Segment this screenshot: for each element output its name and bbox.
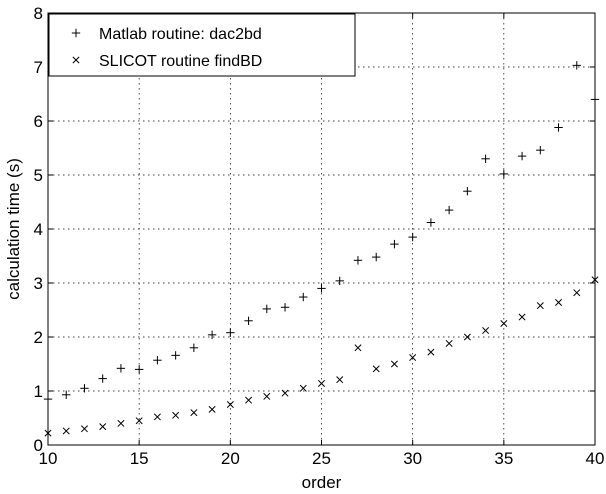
point-plus bbox=[317, 284, 326, 293]
point-plus bbox=[372, 252, 381, 262]
x-tick-label: 30 bbox=[403, 449, 422, 468]
point-plus bbox=[153, 356, 162, 365]
series-0 bbox=[43, 61, 600, 404]
y-tick-label: 4 bbox=[34, 220, 43, 239]
point-plus bbox=[189, 343, 199, 352]
point-plus bbox=[536, 145, 545, 155]
x-tick-label: 40 bbox=[586, 449, 605, 468]
point-cross bbox=[208, 405, 216, 413]
legend-plus-glyph bbox=[71, 28, 81, 38]
point-cross bbox=[573, 289, 581, 297]
point-cross bbox=[135, 417, 143, 425]
point-cross bbox=[409, 354, 417, 362]
point-plus bbox=[244, 316, 253, 325]
point-cross bbox=[117, 419, 125, 427]
y-tick-label: 6 bbox=[34, 112, 43, 131]
point-plus bbox=[262, 304, 271, 314]
y-tick-label: 5 bbox=[34, 166, 43, 185]
point-cross bbox=[354, 344, 362, 352]
point-cross bbox=[317, 379, 326, 387]
x-tick-label: 10 bbox=[39, 449, 58, 468]
y-axis-label: calculation time (s) bbox=[4, 158, 23, 300]
point-plus bbox=[207, 330, 217, 340]
point-plus bbox=[226, 328, 235, 337]
point-plus bbox=[426, 218, 436, 227]
point-plus bbox=[171, 351, 180, 360]
plot-frame bbox=[47, 12, 596, 446]
point-plus bbox=[116, 364, 126, 373]
point-cross bbox=[518, 313, 526, 321]
series-1 bbox=[44, 276, 599, 437]
point-plus bbox=[481, 154, 490, 163]
point-plus bbox=[335, 276, 344, 286]
legend-marker-plus bbox=[71, 28, 81, 38]
point-cross bbox=[372, 365, 380, 373]
point-plus bbox=[517, 151, 527, 161]
legend-entry-matlab: Matlab routine: dac2bd bbox=[99, 26, 262, 43]
x-axis-label: order bbox=[302, 473, 342, 492]
legend-marker-cross bbox=[72, 56, 80, 64]
point-plus bbox=[80, 384, 89, 393]
point-plus bbox=[134, 365, 144, 374]
point-cross bbox=[281, 389, 289, 397]
y-tick-label: 1 bbox=[34, 382, 43, 401]
legend-entry-slicot: SLICOT routine findBD bbox=[99, 53, 262, 70]
y-tick-label: 2 bbox=[34, 328, 43, 347]
point-plus bbox=[98, 374, 107, 383]
point-plus bbox=[463, 187, 472, 196]
point-cross bbox=[99, 423, 107, 431]
point-plus bbox=[572, 61, 581, 70]
data-points bbox=[43, 61, 600, 437]
y-tick-label: 0 bbox=[34, 436, 43, 455]
point-plus bbox=[280, 303, 290, 312]
point-cross bbox=[427, 348, 435, 356]
legend: Matlab routine: dac2bd SLICOT routine fi… bbox=[48, 13, 356, 77]
x-tick-label: 20 bbox=[221, 449, 240, 468]
point-cross bbox=[245, 396, 253, 404]
point-cross bbox=[390, 360, 398, 368]
point-plus bbox=[554, 123, 563, 132]
point-cross bbox=[500, 319, 508, 328]
point-cross bbox=[445, 339, 453, 347]
point-plus bbox=[408, 232, 417, 242]
x-tick-label: 15 bbox=[130, 449, 149, 468]
grid bbox=[48, 13, 595, 445]
point-plus bbox=[62, 390, 71, 399]
point-cross bbox=[226, 400, 234, 409]
x-tick-label: 25 bbox=[312, 449, 331, 468]
tick-labels: 10 15 20 25 30 35 40 0 1 2 3 4 5 6 7 8 bbox=[34, 4, 605, 468]
point-cross bbox=[482, 327, 490, 335]
point-cross bbox=[153, 413, 161, 421]
point-cross bbox=[62, 427, 70, 435]
point-cross bbox=[172, 411, 180, 419]
y-tick-label: 7 bbox=[34, 58, 43, 77]
point-cross bbox=[263, 392, 271, 400]
point-plus bbox=[444, 205, 454, 215]
legend-cross-glyph bbox=[72, 56, 80, 64]
x-tick-label: 35 bbox=[494, 449, 513, 468]
y-tick-label: 8 bbox=[34, 4, 43, 23]
point-plus bbox=[299, 292, 308, 302]
point-cross bbox=[336, 376, 344, 384]
legend-box bbox=[48, 13, 356, 77]
point-cross bbox=[80, 425, 88, 433]
point-cross bbox=[299, 384, 307, 392]
y-tick-label: 3 bbox=[34, 274, 43, 293]
point-cross bbox=[463, 333, 471, 341]
point-cross bbox=[536, 302, 544, 310]
point-cross bbox=[190, 409, 198, 417]
point-plus bbox=[499, 169, 509, 179]
point-plus bbox=[353, 256, 363, 265]
point-plus bbox=[390, 239, 399, 249]
point-cross bbox=[555, 298, 563, 306]
